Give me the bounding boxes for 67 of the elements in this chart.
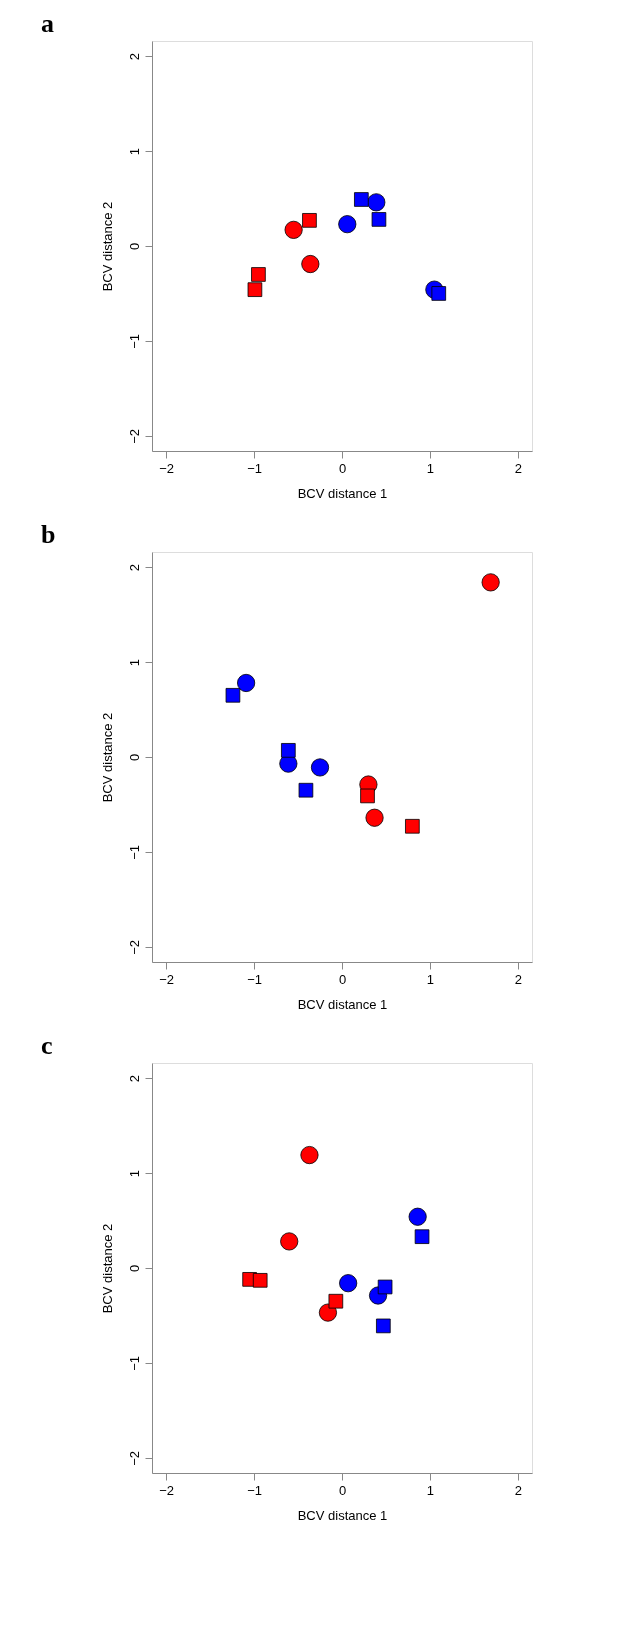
y-tick-label: −1: [126, 844, 142, 860]
y-tick-label: 2: [126, 1075, 142, 1083]
x-tick-label: 1: [426, 1482, 435, 1498]
point: [367, 193, 386, 212]
y-tick-label: 1: [126, 658, 142, 667]
point: [281, 743, 296, 758]
point: [481, 573, 500, 592]
x-tick-label: 1: [426, 460, 435, 476]
x-tick-label: −2: [159, 1482, 174, 1498]
y-axis-title: BCV distance 2: [99, 1223, 115, 1314]
point: [284, 220, 303, 239]
point: [365, 808, 384, 827]
chart-title: a: [41, 9, 54, 38]
x-tick-label: −2: [159, 971, 174, 987]
point: [338, 215, 357, 234]
x-tick-label: 0: [338, 1482, 347, 1498]
y-tick-label: −2: [126, 1450, 142, 1466]
x-tick-label: −1: [247, 460, 262, 476]
point: [225, 688, 241, 703]
x-tick-label: −2: [159, 460, 174, 476]
x-tick-label: 2: [514, 460, 523, 476]
point: [237, 673, 256, 693]
chart-title: c: [41, 1031, 53, 1060]
y-axis-title: BCV distance 2: [99, 712, 115, 803]
point: [300, 1146, 319, 1165]
point: [251, 267, 266, 282]
x-axis-title: BCV distance 1: [297, 996, 388, 1012]
y-tick-label: −1: [126, 1355, 142, 1371]
y-axis-title: BCV distance 2: [99, 201, 115, 292]
y-tick-label: 1: [126, 1169, 142, 1178]
point: [354, 192, 369, 207]
point: [431, 286, 447, 301]
point: [414, 1229, 430, 1244]
x-tick-label: 2: [514, 1482, 523, 1498]
x-tick-label: −1: [247, 971, 262, 987]
point: [408, 1207, 427, 1226]
chart-title: b: [41, 520, 56, 549]
x-tick-label: 2: [514, 971, 523, 987]
y-tick-label: 0: [126, 753, 142, 762]
y-tick-label: 2: [126, 564, 142, 572]
point: [302, 213, 317, 228]
y-tick-label: −2: [126, 939, 142, 955]
x-tick-label: 0: [338, 460, 347, 476]
point: [310, 758, 330, 777]
point: [339, 1274, 358, 1293]
x-tick-label: 1: [426, 971, 435, 987]
point: [298, 782, 314, 798]
y-tick-label: 0: [126, 242, 142, 251]
point: [301, 254, 320, 274]
point: [405, 818, 420, 834]
x-tick-label: 0: [338, 971, 347, 987]
point: [377, 1279, 393, 1295]
point: [371, 212, 387, 227]
point: [328, 1293, 344, 1309]
x-axis-title: BCV distance 1: [297, 1507, 388, 1523]
point: [360, 788, 375, 804]
point: [280, 1232, 299, 1251]
point: [247, 282, 263, 297]
y-tick-label: −1: [126, 333, 142, 349]
point: [252, 1273, 268, 1288]
point: [376, 1318, 391, 1334]
x-tick-label: −1: [247, 1482, 262, 1498]
y-tick-label: −2: [126, 428, 142, 444]
y-tick-label: 0: [126, 1264, 142, 1273]
y-tick-label: 2: [126, 53, 142, 61]
x-axis-title: BCV distance 1: [297, 485, 388, 501]
y-tick-label: 1: [126, 147, 142, 156]
